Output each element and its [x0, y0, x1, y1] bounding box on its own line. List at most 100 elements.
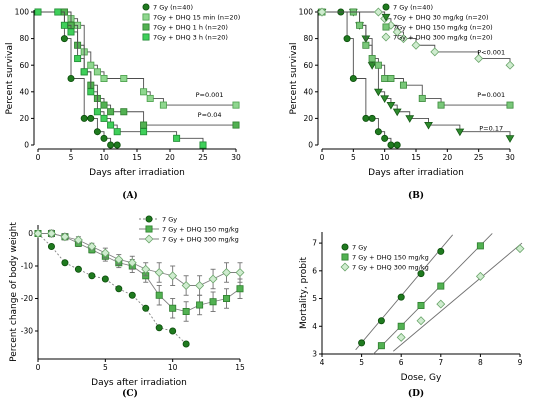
data-point	[358, 339, 366, 347]
data-point	[476, 242, 484, 250]
data-point	[113, 128, 121, 136]
legend-label: 7 Gy (n=40)	[153, 3, 193, 11]
data-point	[377, 342, 385, 350]
data-point	[430, 47, 440, 57]
data-point	[173, 134, 181, 142]
data-point	[74, 55, 82, 63]
data-point	[100, 248, 110, 258]
data-point	[362, 114, 370, 122]
data-point	[60, 35, 68, 43]
legend-label: 7Gy + DHQ 3 h (n=20)	[153, 33, 228, 41]
x-tick-label: 20	[165, 153, 175, 162]
p-value-annotation: P=0.17	[479, 124, 503, 132]
y-tick-label: 7	[312, 239, 317, 248]
data-point	[418, 94, 426, 102]
legend: 7 Gy 7 Gy + DHQ 150 mg/kg 7 Gy + DHQ 300 m…	[139, 215, 239, 244]
data-point	[120, 75, 128, 83]
x-tick-label: 15	[235, 363, 245, 372]
data-point	[436, 299, 446, 309]
legend-label: 7Gy + DHQ 15 min (n=20)	[153, 13, 240, 21]
data-point	[182, 340, 190, 348]
x-axis-title: Days after irradiation	[89, 168, 185, 178]
data-point	[155, 324, 163, 332]
data-point	[387, 141, 395, 149]
legend-marker	[145, 225, 153, 233]
data-point	[209, 298, 217, 306]
x-axis-title: Dose, Gy	[401, 373, 442, 383]
data-point	[356, 21, 364, 29]
data-point	[377, 317, 385, 325]
data-point	[380, 95, 390, 103]
x-tick-label: 5	[351, 153, 356, 162]
data-point	[424, 121, 433, 130]
y-tick-label: 20	[19, 114, 29, 123]
data-point	[223, 294, 231, 302]
y-axis-title: Percent change of body weight	[9, 222, 19, 362]
data-point	[317, 7, 327, 17]
data-point	[455, 128, 465, 137]
chart-c: 0 5 10 15 0 -10 -20 -30 Days after irradiation Pe…	[9, 215, 245, 399]
data-point	[87, 114, 95, 122]
data-point	[87, 88, 95, 96]
data-point	[93, 68, 101, 76]
data-point	[505, 60, 515, 70]
data-point	[392, 27, 402, 37]
y-axis-title: Percent survival	[5, 43, 15, 115]
series-4	[34, 8, 207, 149]
data-point	[93, 108, 101, 116]
legend-label: 7 Gy	[352, 243, 367, 251]
data-point	[208, 274, 218, 284]
legend-marker	[142, 33, 150, 41]
data-point	[386, 102, 396, 110]
x-tick-label: 25	[474, 153, 484, 162]
legend-marker	[340, 262, 350, 272]
legend: 7 Gy 7 Gy + DHQ 150 mg/kg 7 Gy + DHQ 300 m…	[340, 243, 429, 272]
data-point	[399, 34, 408, 44]
data-point	[169, 327, 177, 335]
x-tick-label: 8	[478, 358, 483, 367]
data-point	[88, 272, 96, 280]
fit-line	[392, 242, 523, 352]
x-tick-label: 9	[518, 358, 523, 367]
data-point	[73, 235, 83, 245]
series-line	[38, 233, 241, 312]
panel-label: (D)	[408, 388, 424, 399]
data-point	[405, 115, 415, 123]
x-tick-label: 10	[99, 153, 109, 162]
data-point	[74, 265, 82, 273]
data-point	[381, 134, 389, 142]
legend-marker	[145, 215, 153, 223]
legend-label: 7 Gy (n=40)	[393, 3, 433, 11]
y-tick-label: 0	[308, 141, 313, 150]
x-tick-label: 15	[411, 153, 421, 162]
legend-label: 7 Gy	[162, 215, 177, 223]
data-point	[140, 121, 148, 129]
data-point	[195, 281, 205, 290]
x-tick-label: 30	[231, 153, 241, 162]
data-point	[127, 258, 137, 268]
data-point	[506, 101, 514, 109]
y-tick-label: 100	[299, 8, 314, 17]
x-tick-label: 5	[103, 363, 108, 372]
data-point	[100, 134, 108, 142]
x-tick-label: 30	[505, 153, 515, 162]
legend-label: 7 Gy + DHQ 300 mg/kg	[162, 235, 239, 243]
data-point	[34, 8, 42, 16]
data-point	[417, 270, 425, 278]
panel-label: (C)	[122, 388, 138, 399]
data-point	[387, 75, 395, 83]
y-tick-label: 40	[19, 87, 29, 96]
y-tick-label: -20	[21, 294, 33, 303]
data-point	[169, 304, 177, 312]
data-point	[416, 316, 426, 326]
x-tick-label: 10	[380, 153, 390, 162]
legend-marker	[381, 32, 391, 42]
data-point	[235, 268, 245, 277]
y-tick-label: 100	[15, 8, 30, 17]
series-2	[373, 233, 493, 355]
y-tick-label: 0	[24, 141, 29, 150]
panel-label: (B)	[408, 190, 424, 201]
data-point	[107, 121, 115, 129]
p-value-annotation: P=0.04	[198, 111, 222, 119]
data-point	[374, 128, 382, 136]
